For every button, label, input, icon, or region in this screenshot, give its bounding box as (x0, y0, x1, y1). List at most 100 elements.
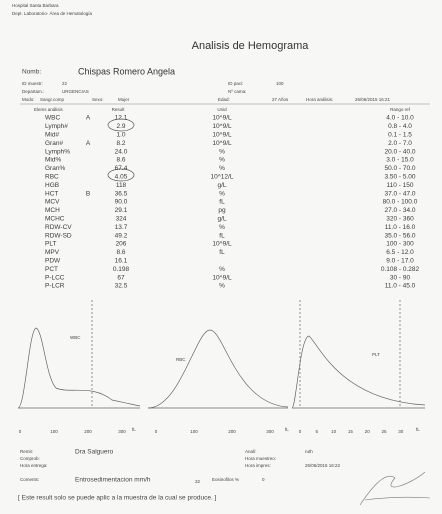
cell-unit: % (219, 283, 225, 290)
page: { "header": {"hospital": "Hospital Santa… (0, 0, 442, 514)
cell-range: 110 - 150 (387, 182, 414, 189)
cell-unit: fL (219, 199, 225, 206)
axis-unit: fL (285, 427, 289, 432)
histogram-label: PLT (372, 352, 380, 357)
cell-result: 8.2 (116, 140, 125, 147)
cell-result: 4.05 (115, 174, 128, 181)
delivery-label: Hora entrega: (20, 463, 48, 468)
cell-result: 36.5 (115, 190, 128, 197)
bed-label: Nº cama: (228, 89, 246, 94)
analysis-time-label: Hora análisis: (306, 97, 333, 102)
cell-flag: A (86, 115, 91, 122)
cell-item: Lymph% (45, 148, 70, 155)
column-header: Rango ref (390, 107, 411, 112)
print-time-label: Hora impres: (245, 463, 271, 468)
paper (0, 0, 442, 514)
histogram-label: RBC (176, 357, 186, 362)
cell-range: 0.1 - 1.5 (388, 132, 412, 139)
axis-tick-label: 100 (50, 429, 58, 434)
cell-result: 49.2 (115, 232, 128, 239)
cell-unit: g/L (217, 182, 226, 189)
cell-result: 8.6 (116, 157, 125, 164)
cell-range: 11.0 - 45.0 (385, 283, 416, 290)
cell-item: MCHC (45, 216, 65, 223)
cell-result: 0.198 (113, 266, 130, 273)
cell-item: Lymph# (45, 123, 68, 130)
comments-label: Coments: (20, 477, 39, 482)
cell-result: 67.4 (115, 165, 128, 172)
esr-label: Entrosedimentacion mm/h (75, 477, 151, 484)
cell-item: PDW (45, 258, 61, 265)
cell-range: 37.0 - 47.0 (384, 190, 415, 197)
cell-result: 324 (116, 216, 127, 223)
lab-department: Dept. Laboratorio- Área de Hematología (12, 10, 93, 16)
cell-range: 35.0 - 56.0 (384, 232, 415, 239)
sex-label: Sexo: (92, 97, 104, 102)
cell-item: P-LCR (45, 283, 65, 290)
column-header: Elems análisis (34, 107, 64, 112)
axis-tick-label: 15 (348, 429, 354, 434)
esr: 32 (195, 479, 201, 484)
cell-item: Gran% (45, 165, 65, 172)
cell-unit: pg (218, 207, 226, 214)
age-label: Edad: (218, 97, 230, 102)
cell-result: 1.0 (116, 132, 125, 139)
cell-unit: 10^9/L (212, 115, 232, 122)
cell-item: RDW-SD (45, 232, 72, 239)
print-time: 26/06/2015 16:22 (305, 463, 341, 468)
sender: Dra Salguero (75, 449, 114, 456)
patient-id: 100 (276, 81, 284, 86)
cell-item: PLT (45, 241, 56, 248)
cell-result: 13.7 (115, 224, 128, 231)
axis-unit: fL (132, 427, 136, 432)
cell-unit: % (219, 266, 225, 273)
cell-item: PCT (45, 266, 58, 273)
name-label: Nomb: (22, 69, 41, 76)
cell-range: 27.0 - 34.0 (384, 207, 415, 214)
axis-tick-label: 30 (398, 429, 404, 434)
cell-result: 8.6 (116, 249, 125, 256)
cell-range: 100 - 300 (386, 241, 414, 248)
cell-unit: fL (219, 232, 225, 239)
mode-label: Modo: (22, 97, 35, 102)
department: URGENCIAS (62, 89, 89, 94)
analysis-time: 26/06/2015 16:21 (355, 97, 391, 102)
cell-result: 67 (117, 274, 125, 281)
cell-unit: % (219, 165, 225, 172)
checked-label: Comprob: (20, 456, 40, 461)
cell-result: 118 (116, 182, 127, 189)
analyst-label: Analí: (245, 449, 257, 454)
cell-unit: 10^12/L (211, 174, 234, 181)
cell-range: 3.50 - 5.00 (384, 174, 415, 181)
cell-result: 16.1 (115, 258, 128, 265)
patient-id-label: ID paci: (228, 81, 243, 86)
axis-tick-label: 25 (381, 429, 387, 434)
cell-unit: % (219, 148, 225, 155)
sender-label: Remit: (20, 449, 33, 454)
analyst: ruth (305, 449, 313, 454)
cell-range: 2.0 - 7.0 (388, 140, 412, 147)
cell-unit: fL (219, 249, 225, 256)
sex: Mujer (118, 97, 130, 102)
cell-range: 320 - 360 (386, 216, 414, 223)
cell-item: HGB (45, 182, 59, 189)
mode: Sangr.comp (40, 97, 65, 102)
cell-item: HCT (45, 190, 58, 197)
cell-range: 50.0 - 70.0 (384, 165, 415, 172)
sample-time-label: Hora muestreo: (245, 456, 276, 461)
axis-tick-label: 10 (331, 429, 337, 434)
hospital: Hospital Santa Barbara (12, 3, 59, 8)
disclaimer: [ Este result solo se puede aplic a la m… (18, 495, 217, 502)
cell-range: 3.0 - 15.0 (386, 157, 414, 164)
cell-result: 2.9 (116, 123, 125, 130)
cell-item: P-LCC (45, 274, 65, 281)
cell-range: 4.0 - 10.0 (386, 115, 414, 122)
cell-item: Mid% (45, 157, 61, 164)
cell-range: 0.108 - 0.282 (381, 266, 420, 273)
cell-item: MCV (45, 199, 60, 206)
cell-range: 6.5 - 12.0 (386, 249, 414, 256)
cell-item: WBC (45, 115, 60, 122)
axis-tick-label: 300 (118, 429, 126, 434)
axis-tick-label: 200 (84, 429, 92, 434)
cell-range: 11.0 - 16.0 (385, 224, 416, 231)
